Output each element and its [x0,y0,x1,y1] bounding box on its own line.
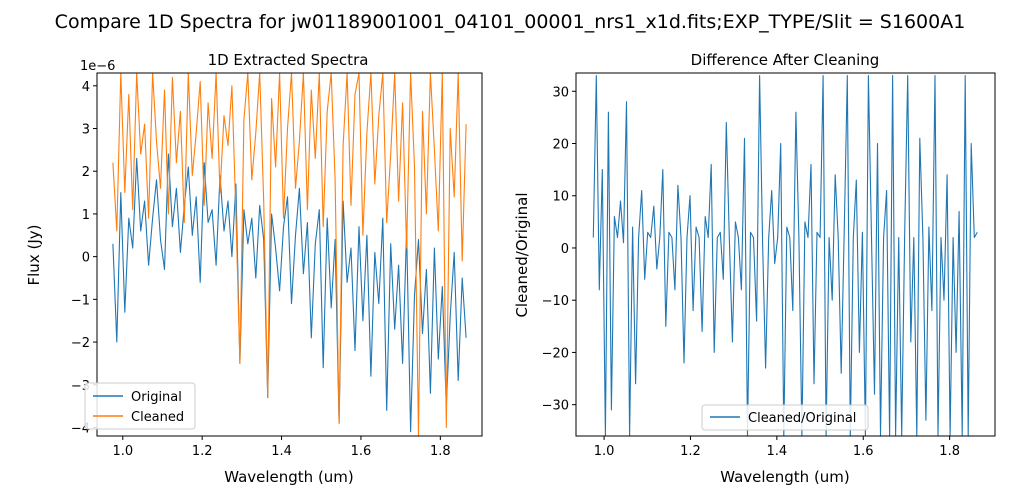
difference-y-tick-label: 10 [552,190,569,205]
spectra-x-axis-label: Wavelength (um) [224,468,354,486]
difference-y-tick-label: −20 [542,346,569,361]
spectra-series-line-original [112,153,467,433]
spectra-y-offset-label: 1e−6 [80,59,115,74]
difference-x-axis-label: Wavelength (um) [720,468,850,486]
difference-y-tick-label: 0 [561,242,569,257]
difference-x-ticks: 1.0 1.2 1.4 1.6 1.8 [594,436,960,459]
spectra-legend-box [84,382,196,430]
spectra-x-ticks: 1.0 1.2 1.4 1.6 1.8 [112,436,451,459]
difference-y-tick-label: −30 [542,399,569,414]
difference-legend: Cleaned/Original [701,404,869,431]
difference-x-tick-label: 1.2 [680,444,701,459]
figure-suptitle: Compare 1D Spectra for jw01189001001_041… [55,11,966,33]
difference-legend-box [701,404,869,431]
spectra-x-tick-label: 1.6 [351,444,372,459]
difference-y-tick-label: 30 [552,85,569,100]
difference-series-group [592,75,978,436]
spectra-y-tick-label: −1 [71,293,90,308]
difference-y-ticks: −30 −20 −10 0 10 20 30 [542,85,576,414]
difference-y-tick-label: −10 [542,294,569,309]
legend-ratio-label: Cleaned/Original [748,411,856,426]
difference-series-line-cleaned-original [592,75,978,436]
difference-plot-frame [575,72,996,437]
difference-x-tick-label: 1.6 [853,444,874,459]
spectra-x-tick-label: 1.4 [271,444,292,459]
spectra-panel: 1D Extracted Spectra 1e−6 1.0 1.2 1.4 1.6 1.… [25,51,483,486]
spectra-y-axis-label: Flux (Jy) [25,225,43,286]
spectra-y-tick-label: 2 [82,165,90,180]
difference-x-tick-label: 1.4 [767,444,788,459]
difference-panel-title: Difference After Cleaning [691,51,880,69]
spectra-y-tick-label: 1 [82,208,90,223]
spectra-y-tick-label: 4 [82,80,90,95]
spectra-x-tick-label: 1.0 [112,444,133,459]
spectra-x-tick-label: 1.8 [430,444,451,459]
spectra-series-line-cleaned [112,73,467,436]
spectra-panel-title: 1D Extracted Spectra [208,51,369,69]
difference-y-tick-label: 20 [552,138,569,153]
difference-x-tick-label: 1.8 [939,444,960,459]
spectra-y-tick-label: −2 [71,336,90,351]
spectra-plot-frame [96,72,483,437]
spectra-x-tick-label: 1.2 [192,444,213,459]
difference-x-tick-label: 1.0 [594,444,615,459]
difference-y-axis-label: Cleaned/Original [513,192,531,317]
spectra-y-tick-label: 3 [82,123,90,138]
spectra-series-group [112,73,467,436]
spectra-y-tick-label: 0 [82,251,90,266]
legend-cleaned-label: Cleaned [131,410,184,425]
spectra-legend: Original Cleaned [84,382,196,430]
difference-panel: Difference After Cleaning 1.0 1.2 1.4 1.6 1.… [513,51,996,486]
legend-original-label: Original [131,390,182,405]
